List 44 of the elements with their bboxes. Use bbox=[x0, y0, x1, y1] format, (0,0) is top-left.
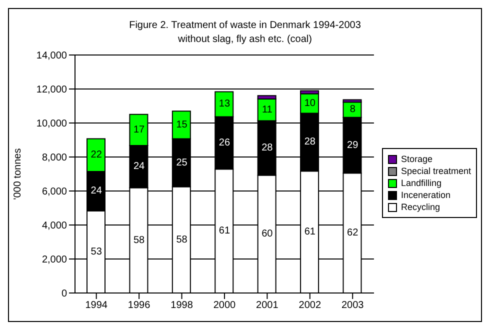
annotation: 29 bbox=[347, 140, 359, 151]
x-tick-label: 1994 bbox=[85, 300, 108, 312]
y-tick-label: 0 bbox=[61, 288, 68, 300]
annotation: 8 bbox=[350, 104, 356, 116]
annotation: 11 bbox=[262, 104, 273, 116]
annotation: 10 bbox=[304, 98, 316, 110]
y-tick-label: 6,000 bbox=[42, 186, 68, 198]
x-tick-label: 2000 bbox=[213, 300, 236, 312]
legend-label: Special treatment bbox=[400, 166, 471, 176]
annotation: 26 bbox=[218, 137, 230, 148]
y-tick-label: 12,000 bbox=[36, 84, 68, 96]
chart-title: Figure 2. Treatment of waste in Denmark 1994-2003 bbox=[128, 19, 362, 33]
y-tick-label: 8,000 bbox=[42, 152, 68, 164]
x-tick-label: 1998 bbox=[170, 300, 194, 312]
y-tick-label: 10,000 bbox=[36, 118, 68, 130]
annotation: 58 bbox=[176, 234, 188, 246]
annotation: 61 bbox=[304, 226, 316, 238]
legend-label: Recycling bbox=[400, 202, 440, 212]
chart-subtitle: without slag, fly ash etc. (coal) bbox=[177, 33, 313, 47]
legend-label: Inceneration bbox=[400, 190, 450, 200]
x-tick-label: 2002 bbox=[298, 300, 322, 312]
y-tick-label: 4,000 bbox=[42, 220, 68, 232]
annotation: 17 bbox=[134, 124, 146, 136]
y-tick-label: 14,000 bbox=[36, 50, 68, 62]
annotation: 28 bbox=[304, 136, 316, 148]
legend-label: Storage bbox=[400, 154, 432, 164]
annotation: 13 bbox=[218, 98, 230, 110]
annotation: 22 bbox=[90, 150, 102, 161]
annotation: 60 bbox=[262, 228, 274, 240]
x-tick-label: 1996 bbox=[128, 300, 151, 312]
legend-label: Landfilling bbox=[400, 178, 442, 188]
annotation: 28 bbox=[262, 142, 274, 154]
annotation: 15 bbox=[176, 119, 188, 130]
y-axis-title: '000 tonnes bbox=[12, 148, 24, 200]
annotation: 62 bbox=[347, 228, 359, 239]
annotation: 58 bbox=[134, 234, 146, 246]
annotation: 25 bbox=[176, 157, 188, 168]
annotation: 53 bbox=[90, 246, 102, 258]
x-tick-label: 2003 bbox=[341, 300, 364, 312]
y-tick-label: 2,000 bbox=[42, 254, 68, 266]
annotation: 24 bbox=[90, 186, 102, 197]
annotation: 61 bbox=[218, 226, 230, 237]
annotation: 24 bbox=[134, 161, 146, 172]
x-tick-label: 2001 bbox=[256, 300, 279, 312]
